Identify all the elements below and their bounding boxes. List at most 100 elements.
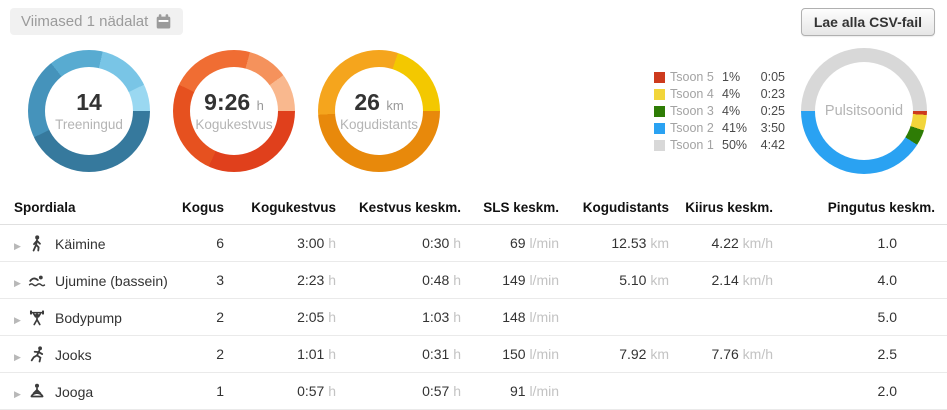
kiirus-keskm-cell — [679, 372, 783, 410]
kogudistants-cell: 5.10 km — [569, 261, 679, 299]
sport-cell: ▶ Jooga — [0, 372, 178, 410]
legend-row-tsoon-4: Tsoon 4 4% 0:23 — [654, 86, 785, 103]
zone-color-swatch — [654, 122, 665, 134]
donut-value: 14 — [76, 89, 102, 116]
table-row[interactable]: ▶ Bodypump 2 2:05 h 1:03 h 148 l/min 5.0 — [0, 298, 947, 336]
period-selector[interactable]: Viimased 1 nädalat — [10, 8, 184, 35]
donut-total-distance: 26 km Kogudistants — [318, 50, 440, 172]
sport-cell: ▶ Bodypump — [0, 298, 178, 336]
kogus-cell: 2 — [178, 335, 234, 373]
pulse-donut-label: Pulsitsoonid — [824, 103, 904, 119]
yoga-icon — [28, 383, 46, 400]
sport-cell: ▶ Käimine — [0, 224, 178, 262]
weightlifting-icon — [28, 309, 46, 326]
pingutus-keskm-cell: 2.5 — [783, 335, 947, 373]
zone-name: Tsoon 5 — [670, 69, 714, 84]
kestvus-keskm-cell: 0:31 h — [346, 335, 471, 373]
donut-unit: km — [386, 98, 404, 114]
pingutus-keskm-cell: 5.0 — [783, 298, 947, 336]
zone-name: Tsoon 3 — [670, 103, 714, 118]
sport-name: Käimine — [55, 235, 106, 252]
pulse-zone-legend: Tsoon 5 1% 0:05 Tsoon 4 4% 0:23 Tsoon 3 4% 0:25 T… — [654, 69, 785, 154]
column-header: Kogukestvus — [234, 189, 346, 225]
summary-donuts: 14 Treeningud 9:26 h Kogukestvus 26 km Kogudi… — [28, 50, 440, 172]
table-row[interactable]: ▶ Ujumine (bassein) 3 2:23 h 0:48 h 149 l/min… — [0, 261, 947, 299]
download-csv-button[interactable]: Lae alla CSV-fail — [800, 8, 935, 36]
walking-icon — [28, 234, 46, 252]
donut-total-duration: 9:26 h Kogukestvus — [173, 50, 295, 172]
kogus-cell: 3 — [178, 261, 234, 299]
kestvus-keskm-cell: 0:48 h — [346, 261, 471, 299]
expand-row-icon[interactable]: ▶ — [14, 351, 21, 362]
zone-percent: 50% — [722, 137, 748, 152]
sls-keskm-cell: 91 l/min — [471, 372, 569, 410]
donut-label: Kogudistants — [339, 116, 419, 132]
donut-trainings: 14 Treeningud — [28, 50, 150, 172]
zone-name: Tsoon 1 — [670, 137, 714, 152]
expand-row-icon[interactable]: ▶ — [14, 388, 21, 399]
kogukestvus-cell: 2:23 h — [234, 261, 346, 299]
kiirus-keskm-cell: 2.14 km/h — [679, 261, 783, 299]
column-header: Kogus — [178, 189, 234, 225]
kogukestvus-cell: 3:00 h — [234, 224, 346, 262]
sport-cell: ▶ Jooks — [0, 335, 178, 373]
sport-cell: ▶ Ujumine (bassein) — [0, 261, 178, 299]
zone-name: Tsoon 2 — [670, 120, 714, 135]
kogus-cell: 6 — [178, 224, 234, 262]
zone-name: Tsoon 4 — [670, 86, 714, 101]
zone-time: 4:42 — [760, 137, 785, 152]
table-row[interactable]: ▶ Jooks 2 1:01 h 0:31 h 150 l/min 7.92 km 7.76 … — [0, 335, 947, 373]
kestvus-keskm-cell: 0:57 h — [346, 372, 471, 410]
sport-name: Ujumine (bassein) — [55, 272, 168, 289]
kogudistants-cell: 12.53 km — [569, 224, 679, 262]
zone-time: 0:23 — [760, 86, 785, 101]
sls-keskm-cell: 150 l/min — [471, 335, 569, 373]
donut-value: 26 km — [354, 89, 404, 116]
pingutus-keskm-cell: 1.0 — [783, 224, 947, 262]
column-header: Kestvus keskm. — [346, 189, 471, 225]
pingutus-keskm-cell: 2.0 — [783, 372, 947, 410]
zone-percent: 1% — [722, 69, 741, 84]
kogukestvus-cell: 2:05 h — [234, 298, 346, 336]
sls-keskm-cell: 148 l/min — [471, 298, 569, 336]
table-row[interactable]: ▶ Käimine 6 3:00 h 0:30 h 69 l/min 12.53 km 4.2… — [0, 224, 947, 262]
zone-color-swatch — [654, 139, 665, 151]
zone-color-swatch — [654, 88, 665, 100]
donut-unit: h — [256, 98, 264, 114]
donut-value: 9:26 h — [204, 89, 264, 116]
zone-time: 0:25 — [760, 103, 785, 118]
donut-label: Treeningud — [55, 116, 123, 132]
zone-color-swatch — [654, 105, 665, 117]
table-header-row: Spordiala Kogus Kogukestvus Kestvus keskm. S… — [0, 189, 947, 225]
kogukestvus-cell: 0:57 h — [234, 372, 346, 410]
kogudistants-cell — [569, 298, 679, 336]
legend-row-tsoon-1: Tsoon 1 50% 4:42 — [654, 137, 785, 154]
kiirus-keskm-cell: 4.22 km/h — [679, 224, 783, 262]
zone-color-swatch — [654, 71, 665, 83]
kogus-cell: 1 — [178, 372, 234, 410]
kiirus-keskm-cell: 7.76 km/h — [679, 335, 783, 373]
donut-label: Kogukestvus — [195, 116, 273, 132]
dashboard-page: Viimased 1 nädalat Lae alla CSV-fail 14 T… — [0, 8, 947, 410]
kogukestvus-cell: 1:01 h — [234, 335, 346, 373]
expand-row-icon[interactable]: ▶ — [14, 277, 21, 288]
zone-percent: 4% — [722, 86, 741, 101]
legend-row-tsoon-5: Tsoon 5 1% 0:05 — [654, 69, 785, 86]
legend-row-tsoon-3: Tsoon 3 4% 0:25 — [654, 103, 785, 120]
running-icon — [28, 345, 46, 363]
column-header: Pingutus keskm. — [783, 189, 947, 225]
expand-row-icon[interactable]: ▶ — [14, 240, 21, 251]
sls-keskm-cell: 149 l/min — [471, 261, 569, 299]
table-row[interactable]: ▶ Jooga 1 0:57 h 0:57 h 91 l/min 2.0 — [0, 372, 947, 410]
summary-section: 14 Treeningud 9:26 h Kogukestvus 26 km Kogudi… — [0, 45, 947, 177]
zone-percent: 41% — [722, 120, 748, 135]
column-header: SLS keskm. — [471, 189, 569, 225]
kiirus-keskm-cell — [679, 298, 783, 336]
column-header: Kogudistants — [569, 189, 679, 225]
column-header: Spordiala — [0, 189, 178, 225]
calendar-icon — [155, 13, 172, 30]
expand-row-icon[interactable]: ▶ — [14, 314, 21, 325]
zone-time: 0:05 — [760, 69, 785, 84]
kogudistants-cell: 7.92 km — [569, 335, 679, 373]
zone-percent: 4% — [722, 103, 741, 118]
